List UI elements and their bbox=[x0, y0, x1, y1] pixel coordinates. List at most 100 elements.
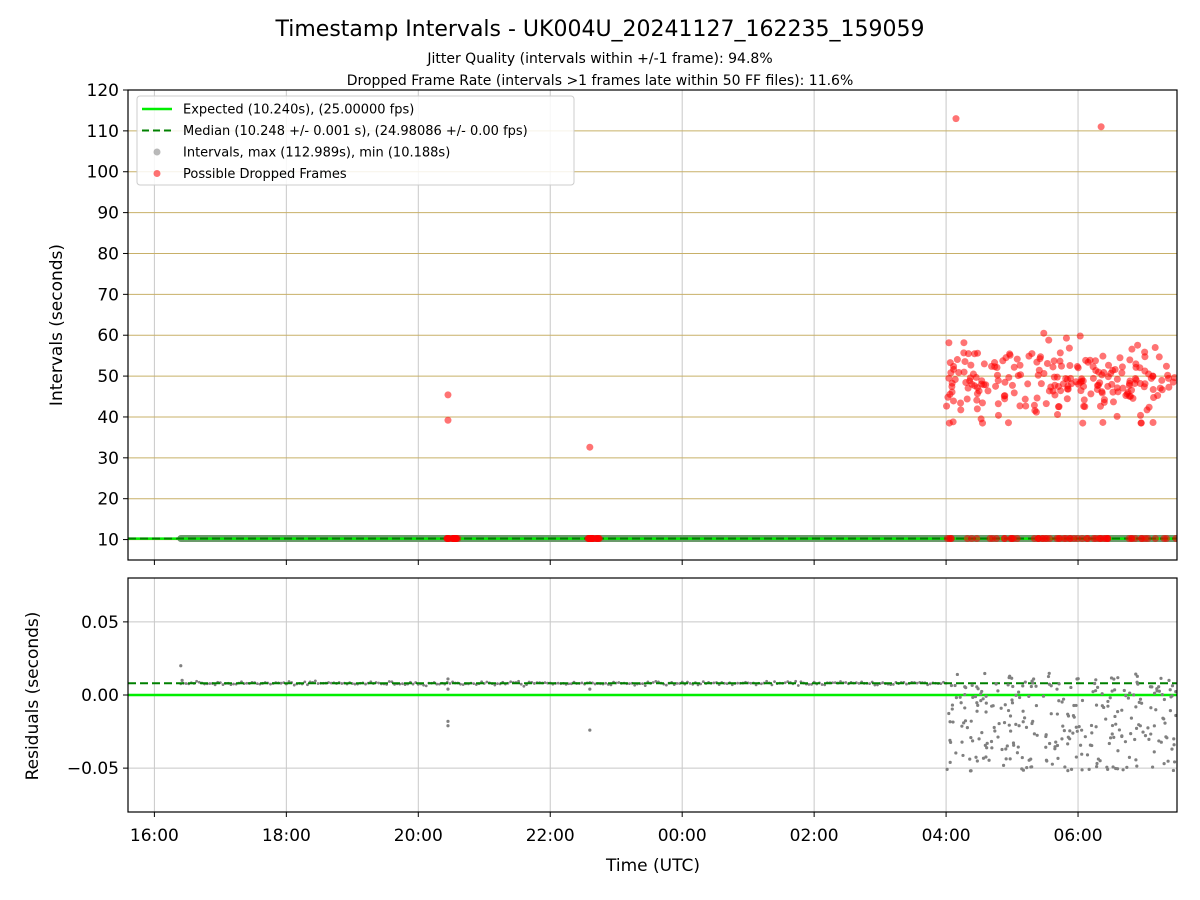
x-tick-label: 16:00 bbox=[130, 826, 179, 846]
residual-point bbox=[965, 726, 969, 730]
dropped-frame-point bbox=[1030, 401, 1038, 409]
residual-point bbox=[1107, 741, 1111, 746]
dropped-frame-point bbox=[1094, 381, 1102, 389]
dropped-frame-point bbox=[1021, 395, 1029, 403]
residual-point bbox=[765, 679, 769, 683]
residual-point bbox=[1001, 763, 1006, 767]
residual-point bbox=[422, 683, 425, 687]
residual-point bbox=[1157, 739, 1161, 743]
residual-point bbox=[1008, 757, 1012, 761]
residual-point bbox=[1108, 696, 1112, 700]
residual-point bbox=[960, 724, 964, 728]
residual-point bbox=[651, 681, 655, 684]
dropped-frame-point bbox=[1125, 535, 1133, 543]
legend-entry-label: Intervals, max (112.989s), min (10.188s) bbox=[183, 146, 450, 161]
residual-point bbox=[807, 682, 811, 686]
x-tick-label: 18:00 bbox=[262, 826, 311, 846]
dropped-frame-point bbox=[1049, 363, 1057, 371]
residual-point bbox=[981, 697, 985, 701]
residual-point bbox=[1112, 735, 1116, 740]
residual-point bbox=[1041, 694, 1046, 698]
residual-point bbox=[948, 760, 952, 764]
x-tick-label: 00:00 bbox=[658, 826, 707, 846]
residual-point bbox=[993, 729, 997, 733]
dropped-frame-point bbox=[1063, 395, 1071, 403]
residual-point bbox=[1123, 740, 1128, 744]
residual-point bbox=[1172, 760, 1177, 764]
y-tick-label: 0.00 bbox=[81, 686, 119, 706]
dropped-frame-point bbox=[1056, 349, 1064, 357]
residual-point bbox=[1076, 677, 1080, 681]
residual-point bbox=[1094, 725, 1098, 729]
residual-point bbox=[1140, 701, 1144, 705]
dropped-frame-point bbox=[974, 349, 982, 357]
dropped-frame-point bbox=[1080, 402, 1088, 410]
residual-point bbox=[1168, 709, 1173, 713]
legend-entry-label: Possible Dropped Frames bbox=[183, 167, 347, 182]
residual-point bbox=[1147, 737, 1151, 741]
dropped-frame-point bbox=[986, 535, 994, 543]
residual-point bbox=[1069, 685, 1073, 690]
residual-point bbox=[1068, 729, 1072, 733]
residual-point bbox=[868, 682, 871, 686]
residual-point bbox=[844, 681, 848, 684]
residual-point bbox=[1167, 678, 1171, 682]
dropped-frame-point bbox=[1099, 352, 1107, 360]
residual-point bbox=[1134, 726, 1139, 730]
top-y-axis-label: Intervals (seconds) bbox=[47, 244, 67, 406]
residual-point bbox=[1022, 716, 1027, 720]
dropped-frame-point bbox=[1077, 387, 1085, 395]
dropped-frame-point bbox=[1136, 380, 1144, 388]
residual-point bbox=[981, 756, 986, 760]
residual-point bbox=[1004, 747, 1008, 751]
residual-point bbox=[1132, 693, 1136, 697]
dropped-frame-point bbox=[1118, 369, 1126, 377]
legend-intervals-swatch bbox=[153, 148, 161, 156]
residual-point bbox=[1061, 724, 1065, 728]
dropped-frame-point bbox=[1016, 361, 1024, 369]
residual-point bbox=[1003, 703, 1007, 707]
dropped-frame-point bbox=[1114, 388, 1122, 396]
dropped-frame-point bbox=[1057, 362, 1065, 370]
dropped-frame-point bbox=[994, 377, 1002, 385]
x-tick-label: 06:00 bbox=[1054, 826, 1103, 846]
dropped-frame-point bbox=[963, 395, 971, 403]
legend: Expected (10.240s), (25.00000 fps) Median… bbox=[136, 95, 575, 186]
dropped-frame-point bbox=[950, 397, 958, 405]
residual-point bbox=[377, 681, 381, 685]
dropped-frame-point bbox=[984, 387, 992, 395]
dropped-frame-point bbox=[1005, 373, 1013, 381]
residual-point bbox=[1054, 740, 1058, 744]
residual-point bbox=[1071, 731, 1075, 735]
dropped-frame-point bbox=[1066, 362, 1074, 370]
residual-point bbox=[1124, 694, 1128, 698]
residual-point bbox=[970, 739, 975, 743]
residual-point bbox=[1168, 688, 1172, 692]
residual-point bbox=[1094, 678, 1098, 682]
residual-point bbox=[839, 680, 842, 683]
dropped-frame-point bbox=[1158, 376, 1166, 384]
residual-point bbox=[588, 728, 592, 732]
residual-point bbox=[1120, 734, 1124, 738]
residual-point bbox=[1135, 674, 1139, 678]
residual-point bbox=[939, 682, 943, 686]
dropped-frame-point bbox=[1051, 391, 1059, 399]
residual-point bbox=[970, 683, 974, 687]
residual-point bbox=[1104, 717, 1108, 721]
residual-point bbox=[987, 758, 991, 762]
dropped-frame-point bbox=[444, 391, 452, 399]
x-axis-label: Time (UTC) bbox=[605, 856, 700, 876]
dropped-frame-point bbox=[1004, 419, 1012, 427]
residual-point bbox=[983, 671, 987, 676]
dropped-frame-point bbox=[1149, 372, 1157, 380]
residual-point bbox=[1021, 709, 1025, 713]
dropped-frame-point bbox=[1113, 412, 1121, 420]
residual-point bbox=[1010, 676, 1014, 680]
residual-point bbox=[1127, 755, 1132, 759]
residual-point bbox=[949, 740, 953, 744]
dropped-frame-point bbox=[1040, 370, 1048, 378]
dropped-frame-point bbox=[1091, 357, 1099, 365]
dropped-frame-point bbox=[1097, 535, 1105, 543]
residual-point bbox=[195, 679, 199, 683]
residual-point bbox=[1007, 723, 1011, 727]
